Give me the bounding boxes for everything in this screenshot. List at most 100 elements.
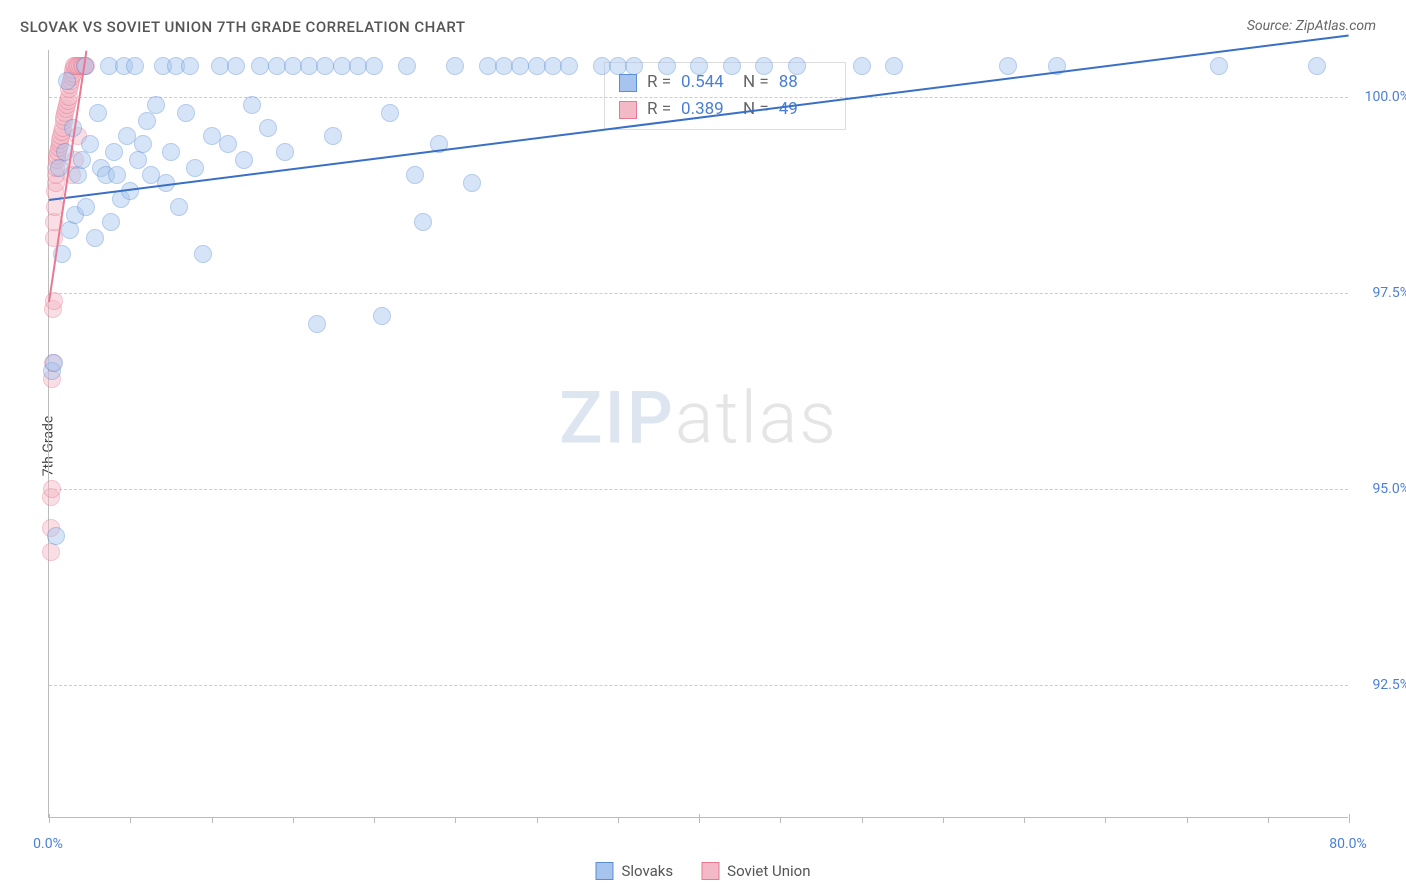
scatter-point-slovaks — [658, 57, 676, 75]
scatter-point-slovaks — [45, 354, 63, 372]
x-tick — [1187, 817, 1188, 823]
scatter-point-slovaks — [108, 166, 126, 184]
scatter-point-slovaks — [61, 221, 79, 239]
scatter-point-slovaks — [885, 57, 903, 75]
swatch-soviet — [619, 101, 637, 119]
scatter-point-slovaks — [47, 527, 65, 545]
plot-area: ZIPatlas R =0.544N =88R =0.389N =49 100.… — [48, 50, 1348, 818]
x-tick — [455, 817, 456, 823]
legend-swatch-soviet — [701, 862, 719, 880]
scatter-point-slovaks — [723, 57, 741, 75]
x-tick — [1105, 817, 1106, 823]
gridline-h — [49, 489, 1348, 490]
gridline-h — [49, 685, 1348, 686]
x-tick — [943, 817, 944, 823]
x-tick — [130, 817, 131, 823]
r-label: R = — [647, 96, 671, 123]
x-tick — [537, 817, 538, 823]
scatter-point-slovaks — [86, 229, 104, 247]
scatter-point-slovaks — [365, 57, 383, 75]
x-tick — [1024, 817, 1025, 823]
scatter-point-slovaks — [560, 57, 578, 75]
scatter-point-slovaks — [186, 159, 204, 177]
y-tick-label: 92.5% — [1372, 677, 1406, 693]
scatter-point-slovaks — [690, 57, 708, 75]
watermark-zip: ZIP — [559, 376, 675, 461]
scatter-point-slovaks — [126, 57, 144, 75]
scatter-point-slovaks — [463, 174, 481, 192]
x-tick — [293, 817, 294, 823]
swatch-slovaks — [619, 74, 637, 92]
scatter-point-slovaks — [147, 96, 165, 114]
scatter-point-slovaks — [58, 72, 76, 90]
scatter-point-slovaks — [69, 166, 87, 184]
scatter-point-slovaks — [138, 112, 156, 130]
scatter-point-soviet — [42, 543, 60, 561]
watermark-atlas: atlas — [675, 376, 838, 461]
scatter-point-slovaks — [625, 57, 643, 75]
x-tick-label: 0.0% — [33, 836, 63, 852]
scatter-point-slovaks — [259, 119, 277, 137]
scatter-point-slovaks — [89, 104, 107, 122]
source-attribution: Source: ZipAtlas.com — [1247, 18, 1376, 34]
scatter-point-slovaks — [129, 151, 147, 169]
scatter-point-slovaks — [219, 135, 237, 153]
x-tick — [1349, 814, 1350, 823]
scatter-point-slovaks — [134, 135, 152, 153]
legend-item-slovaks: Slovaks — [595, 862, 673, 880]
x-tick — [862, 817, 863, 823]
gridline-h — [49, 97, 1348, 98]
scatter-point-slovaks — [755, 57, 773, 75]
scatter-point-slovaks — [162, 143, 180, 161]
legend: Slovaks Soviet Union — [595, 862, 810, 880]
x-tick — [374, 817, 375, 823]
gridline-h — [49, 293, 1348, 294]
x-tick — [49, 814, 50, 823]
watermark: ZIPatlas — [559, 376, 838, 461]
scatter-point-slovaks — [308, 315, 326, 333]
r-value: 0.544 — [681, 69, 733, 96]
legend-swatch-slovaks — [595, 862, 613, 880]
scatter-point-slovaks — [414, 213, 432, 231]
x-tick — [780, 817, 781, 823]
scatter-point-slovaks — [276, 143, 294, 161]
scatter-point-slovaks — [373, 307, 391, 325]
scatter-point-slovaks — [853, 57, 871, 75]
scatter-point-slovaks — [446, 57, 464, 75]
scatter-point-slovaks — [77, 198, 95, 216]
scatter-point-slovaks — [105, 143, 123, 161]
scatter-point-slovaks — [235, 151, 253, 169]
scatter-point-slovaks — [324, 127, 342, 145]
scatter-point-slovaks — [381, 104, 399, 122]
scatter-point-slovaks — [102, 213, 120, 231]
scatter-point-slovaks — [227, 57, 245, 75]
x-tick — [212, 817, 213, 823]
scatter-point-slovaks — [1308, 57, 1326, 75]
x-tick — [1268, 817, 1269, 823]
scatter-point-slovaks — [50, 159, 68, 177]
scatter-point-slovaks — [398, 57, 416, 75]
scatter-point-slovaks — [181, 57, 199, 75]
scatter-point-soviet — [43, 480, 61, 498]
scatter-point-slovaks — [1210, 57, 1228, 75]
x-tick — [699, 814, 700, 823]
scatter-point-slovaks — [788, 57, 806, 75]
scatter-point-slovaks — [73, 151, 91, 169]
x-tick-label: 80.0% — [1329, 836, 1367, 852]
legend-label: Soviet Union — [727, 862, 810, 880]
legend-label: Slovaks — [621, 862, 673, 880]
scatter-point-slovaks — [170, 198, 188, 216]
scatter-point-slovaks — [81, 135, 99, 153]
scatter-point-slovaks — [406, 166, 424, 184]
chart-title: SLOVAK VS SOVIET UNION 7TH GRADE CORRELA… — [20, 18, 465, 36]
legend-item-soviet: Soviet Union — [701, 862, 810, 880]
y-tick-label: 100.0% — [1365, 89, 1406, 105]
y-tick-label: 95.0% — [1372, 481, 1406, 497]
scatter-point-slovaks — [999, 57, 1017, 75]
scatter-point-slovaks — [177, 104, 195, 122]
y-tick-label: 97.5% — [1372, 285, 1406, 301]
scatter-point-slovaks — [194, 245, 212, 263]
n-value: 88 — [779, 69, 831, 96]
x-tick — [618, 817, 619, 823]
stats-row-soviet: R =0.389N =49 — [619, 96, 831, 123]
